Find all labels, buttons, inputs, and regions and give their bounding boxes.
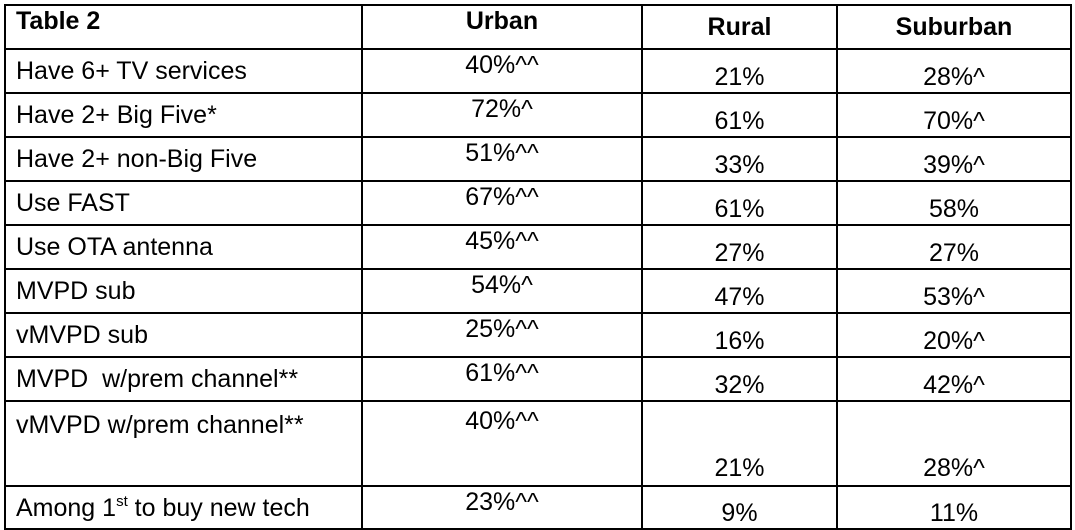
cell-rural: 33% — [641, 136, 838, 182]
cell-suburban: 42%^ — [836, 356, 1072, 402]
data-table: Table 2 Urban Rural Suburban Have 6+ TV … — [4, 4, 1072, 530]
row-label: Use OTA antenna — [4, 224, 363, 270]
row-label: Have 6+ TV services — [4, 48, 363, 94]
row-label: Have 2+ non-Big Five — [4, 136, 363, 182]
row-label-superscript: st — [116, 492, 128, 510]
cell-rural: 21% — [641, 400, 838, 487]
cell-suburban: 11% — [836, 485, 1072, 530]
header-suburban: Suburban — [836, 4, 1072, 50]
cell-urban: 40%^^ — [361, 48, 643, 94]
cell-urban: 25%^^ — [361, 312, 643, 358]
table-row: MVPD w/prem channel** 61%^^ 32% 42%^ — [4, 356, 1072, 402]
row-label-after: to buy new tech — [127, 493, 310, 522]
table-row: Have 2+ non-Big Five 51%^^ 33% 39%^ — [4, 136, 1072, 182]
header-rural: Rural — [641, 4, 838, 50]
cell-suburban: 39%^ — [836, 136, 1072, 182]
cell-suburban: 28%^ — [836, 48, 1072, 94]
row-label: Use FAST — [4, 180, 363, 226]
cell-rural: 16% — [641, 312, 838, 358]
cell-suburban: 70%^ — [836, 92, 1072, 138]
cell-urban: 51%^^ — [361, 136, 643, 182]
row-label: Have 2+ Big Five* — [4, 92, 363, 138]
row-label-before: Among 1 — [16, 493, 117, 522]
cell-suburban: 53%^ — [836, 268, 1072, 314]
table-row: vMVPD sub 25%^^ 16% 20%^ — [4, 312, 1072, 358]
row-label: vMVPD w/prem channel** — [4, 400, 363, 487]
cell-urban: 40%^^ — [361, 400, 643, 487]
header-urban: Urban — [361, 4, 643, 50]
row-label: MVPD w/prem channel** — [4, 356, 363, 402]
table-row: Among 1st to buy new tech 23%^^ 9% 11% — [4, 485, 1072, 530]
cell-rural: 61% — [641, 180, 838, 226]
cell-urban: 72%^ — [361, 92, 643, 138]
cell-rural: 27% — [641, 224, 838, 270]
row-label: Among 1st to buy new tech — [4, 485, 363, 530]
table-row: vMVPD w/prem channel** 40%^^ 21% 28%^ — [4, 400, 1072, 487]
table-row: MVPD sub 54%^ 47% 53%^ — [4, 268, 1072, 314]
row-label: MVPD sub — [4, 268, 363, 314]
cell-rural: 9% — [641, 485, 838, 530]
cell-rural: 21% — [641, 48, 838, 94]
header-table-title: Table 2 — [4, 4, 363, 50]
cell-rural: 47% — [641, 268, 838, 314]
row-label: vMVPD sub — [4, 312, 363, 358]
cell-suburban: 28%^ — [836, 400, 1072, 487]
cell-suburban: 58% — [836, 180, 1072, 226]
cell-suburban: 20%^ — [836, 312, 1072, 358]
header-row: Table 2 Urban Rural Suburban — [4, 4, 1072, 50]
cell-urban: 23%^^ — [361, 485, 643, 530]
table-row: Have 6+ TV services 40%^^ 21% 28%^ — [4, 48, 1072, 94]
cell-urban: 67%^^ — [361, 180, 643, 226]
cell-suburban: 27% — [836, 224, 1072, 270]
cell-rural: 32% — [641, 356, 838, 402]
cell-urban: 54%^ — [361, 268, 643, 314]
table-row: Use OTA antenna 45%^^ 27% 27% — [4, 224, 1072, 270]
table-row: Use FAST 67%^^ 61% 58% — [4, 180, 1072, 226]
cell-rural: 61% — [641, 92, 838, 138]
cell-urban: 45%^^ — [361, 224, 643, 270]
table-row: Have 2+ Big Five* 72%^ 61% 70%^ — [4, 92, 1072, 138]
cell-urban: 61%^^ — [361, 356, 643, 402]
